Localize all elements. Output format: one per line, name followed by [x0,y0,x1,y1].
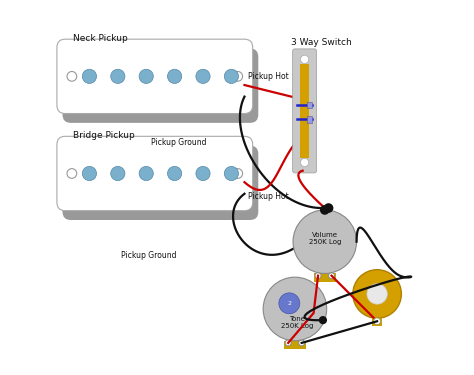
Text: Tone
250K Log: Tone 250K Log [281,316,313,329]
Circle shape [233,169,243,178]
Circle shape [167,166,182,181]
FancyBboxPatch shape [63,146,258,220]
Text: Bridge Pickup: Bridge Pickup [73,131,134,140]
Circle shape [233,72,243,81]
Circle shape [374,318,381,325]
Circle shape [167,69,182,84]
Circle shape [301,158,309,166]
Bar [307,102,312,108]
Text: 3 Way Switch: 3 Way Switch [291,38,352,46]
Circle shape [139,166,153,181]
Circle shape [315,273,321,279]
Text: Pickup Ground: Pickup Ground [151,138,207,147]
Circle shape [279,293,300,314]
Circle shape [299,340,305,346]
Circle shape [111,166,125,181]
Bar [300,64,310,158]
Bar [284,340,306,349]
Text: Neck Pickup: Neck Pickup [73,34,128,43]
Circle shape [139,69,153,84]
Circle shape [67,72,77,81]
FancyBboxPatch shape [57,39,253,114]
Circle shape [263,277,327,340]
FancyBboxPatch shape [292,49,317,173]
Text: Pickup Ground: Pickup Ground [121,252,177,261]
Circle shape [82,166,97,181]
Circle shape [285,340,291,346]
Circle shape [196,69,210,84]
Bar [314,273,336,282]
Circle shape [224,69,238,84]
Circle shape [224,166,238,181]
Circle shape [320,205,329,215]
Circle shape [319,316,327,324]
Circle shape [324,203,333,213]
FancyBboxPatch shape [63,48,258,123]
Circle shape [111,69,125,84]
Circle shape [353,270,401,318]
FancyBboxPatch shape [57,136,253,211]
Circle shape [67,169,77,178]
Text: Pickup Hot: Pickup Hot [248,192,289,201]
Circle shape [367,284,387,304]
Circle shape [82,69,97,84]
Circle shape [301,55,309,63]
Circle shape [196,166,210,181]
Text: Pickup Hot: Pickup Hot [248,72,289,81]
Circle shape [328,273,335,279]
Text: Volume
250K Log: Volume 250K Log [309,232,341,245]
Text: 2: 2 [287,301,292,306]
Bar [372,318,382,326]
Bar [307,116,312,123]
Circle shape [293,210,356,273]
